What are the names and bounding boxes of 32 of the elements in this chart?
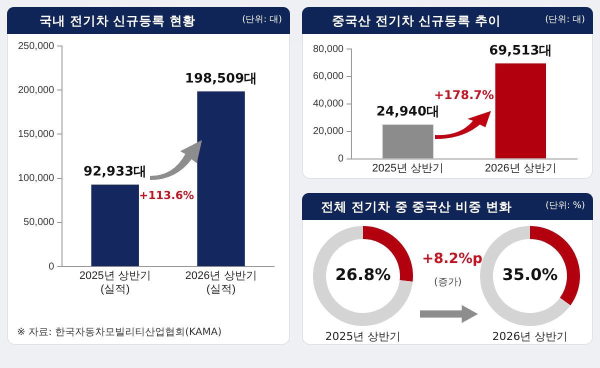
text: 2026년 상반기 <box>491 329 569 344</box>
data-label: 24,940대 <box>376 104 440 120</box>
y-tick-label: 150,000 <box>18 128 55 140</box>
y-tick-label: 40,000 <box>312 98 344 110</box>
y-tick-label: 60,000 <box>312 71 344 82</box>
data-label: 35.0% <box>502 265 558 284</box>
text: (증가) <box>434 276 462 289</box>
data-label: 26.8% <box>335 265 391 284</box>
chart-subtitle: (단위: %) <box>546 200 585 213</box>
x-tick-label: 2025년 상반기 (실적) <box>79 270 151 296</box>
y-tick-label: 100,000 <box>18 173 55 184</box>
chart-subtitle: (단위: 대) <box>545 14 585 27</box>
y-tick-label: 20,000 <box>312 126 344 138</box>
y-tick-label: 80,000 <box>312 44 344 55</box>
data-label: 92,933대 <box>84 164 147 180</box>
annotation: +113.6% <box>139 189 194 202</box>
text: 2025년 상반기 <box>324 329 402 344</box>
y-tick-label: 0 <box>338 154 344 165</box>
x-tick-label: 2026년 상반기 (실적) <box>185 270 257 296</box>
data-label: 198,509대 <box>184 71 258 86</box>
text: +8.2%p <box>422 251 483 267</box>
y-tick-label: 50,000 <box>24 217 55 228</box>
annotation: +178.7% <box>434 88 494 102</box>
data-label: 69,513대 <box>489 43 552 58</box>
chart-title: 전체 전기차 중 중국산 비중 변화 <box>320 198 513 216</box>
chart-title: 중국산 전기차 신규등록 추이 <box>330 12 502 30</box>
y-tick-label: 0 <box>48 261 55 272</box>
text: ※ 자료: 한국자동차모빌리티산업협회(KAMA) <box>17 326 222 339</box>
y-tick-label: 250,000 <box>18 40 55 52</box>
chart-subtitle: (단위: 대) <box>242 14 282 27</box>
y-tick-label: 200,000 <box>18 84 55 96</box>
chart-title: 국내 전기차 신규등록 현황 <box>38 12 197 30</box>
